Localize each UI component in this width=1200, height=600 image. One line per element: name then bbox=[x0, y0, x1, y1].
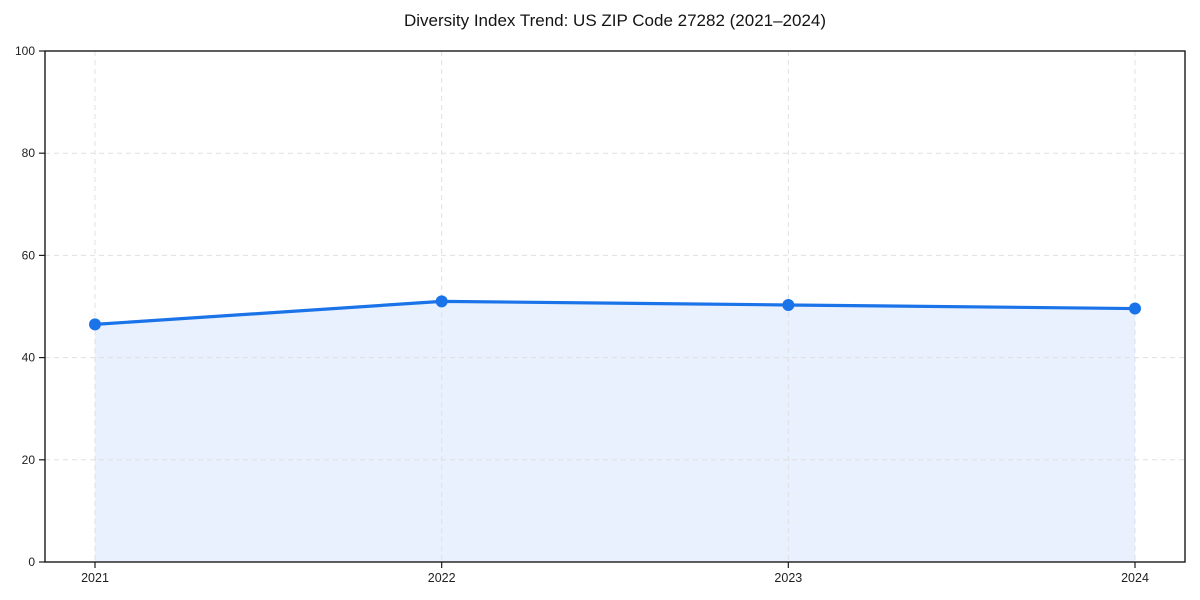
x-tick-label: 2021 bbox=[81, 571, 109, 585]
area-fill bbox=[95, 301, 1135, 562]
y-tick-label: 20 bbox=[22, 453, 36, 467]
x-tick-label: 2023 bbox=[774, 571, 802, 585]
chart-title: Diversity Index Trend: US ZIP Code 27282… bbox=[403, 11, 827, 30]
data-point-marker bbox=[1129, 302, 1141, 315]
data-point-marker bbox=[89, 318, 101, 331]
x-tick-label: 2024 bbox=[1121, 571, 1149, 585]
data-point-marker bbox=[782, 298, 795, 311]
x-tick-label: 2022 bbox=[428, 571, 456, 585]
y-tick-label: 40 bbox=[22, 351, 36, 365]
y-tick-label: 100 bbox=[15, 44, 35, 58]
y-tick-label: 80 bbox=[22, 146, 36, 160]
trend-line bbox=[93, 299, 1137, 326]
data-point-marker bbox=[435, 295, 448, 308]
y-tick-label: 60 bbox=[22, 248, 36, 262]
y-tick-label: 0 bbox=[28, 555, 35, 569]
plot-border bbox=[44, 50, 1186, 563]
